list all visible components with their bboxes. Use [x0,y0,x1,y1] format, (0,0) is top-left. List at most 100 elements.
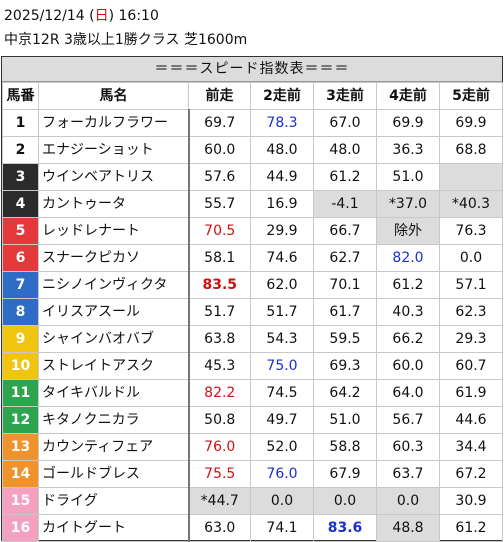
speed-value: 57.6 [188,163,251,191]
speed-value: 69.3 [313,352,377,380]
horse-number: 13 [2,433,39,461]
table-row: 9 シャインバオバブ 63.8 54.3 59.5 66.2 29.3 [2,325,503,353]
speed-value: 67.2 [439,460,503,488]
col-4-races-ago: 4走前 [376,82,440,110]
table-row: 1 フォーカルフラワー 69.7 78.3 67.0 69.9 69.9 [2,109,503,137]
table-row: 5 レッドレナート 70.5 29.9 66.7 除外 76.3 [2,217,503,245]
table-row: 4 カントゥータ 55.7 16.9 -4.1 *37.0 *40.3 [2,190,503,218]
horse-name: イリスアスール [38,298,190,326]
header-row: 馬番 馬名 前走 2走前 3走前 4走前 5走前 [2,82,503,110]
horse-number: 6 [2,244,39,272]
horse-name: フォーカルフラワー [38,109,190,137]
speed-value: 0.0 [376,487,440,515]
speed-value: 51.7 [250,298,314,326]
speed-value: 30.9 [439,487,503,515]
speed-value: 44.6 [439,406,503,434]
table-row: 14 ゴールドブレス 75.5 76.0 67.9 63.7 67.2 [2,460,503,488]
horse-number: 11 [2,379,39,407]
speed-value: 34.4 [439,433,503,461]
speed-value: *37.0 [376,190,440,218]
horse-name: シャインバオバブ [38,325,190,353]
speed-value: 58.1 [188,244,251,272]
table-row: 10 ストレイトアスク 45.3 75.0 69.3 60.0 60.7 [2,352,503,380]
speed-value: 76.0 [188,433,251,461]
speed-value: 63.0 [188,514,251,542]
speed-value: 40.3 [376,298,440,326]
col-2-races-ago: 2走前 [250,82,314,110]
speed-value: 76.0 [250,460,314,488]
speed-value: *40.3 [439,190,503,218]
horse-name: カウンティフェア [38,433,190,461]
horse-number: 7 [2,271,39,299]
horse-name: タイキバルドル [38,379,190,407]
horse-name: キタノクニカラ [38,406,190,434]
speed-value: 59.5 [313,325,377,353]
table-row: 15 ドライグ *44.7 0.0 0.0 0.0 30.9 [2,487,503,515]
speed-value: 61.2 [439,514,503,542]
speed-value: 56.7 [376,406,440,434]
speed-value: 64.0 [376,379,440,407]
horse-number: 2 [2,136,39,164]
speed-value: 69.7 [188,109,251,137]
weekday: 日 [94,8,109,24]
speed-value: 51.0 [313,406,377,434]
speed-value: 83.5 [188,271,251,299]
speed-table: 馬番 馬名 前走 2走前 3走前 4走前 5走前 1 フォーカルフラワー 69.… [2,82,503,542]
horse-name: カントゥータ [38,190,190,218]
speed-value: 74.6 [250,244,314,272]
table-row: 2 エナジーショット 60.0 48.0 48.0 36.3 68.8 [2,136,503,164]
speed-value: 51.0 [376,163,440,191]
speed-value: 60.3 [376,433,440,461]
speed-value: 82.0 [376,244,440,272]
speed-value: 48.0 [313,136,377,164]
horse-number: 16 [2,514,39,542]
speed-value: 45.3 [188,352,251,380]
speed-value: 61.7 [313,298,377,326]
horse-number: 8 [2,298,39,326]
speed-value: 63.8 [188,325,251,353]
horse-number: 15 [2,487,39,515]
speed-value: 0.0 [313,487,377,515]
horse-name: エナジーショット [38,136,190,164]
col-horse-name: 馬名 [38,82,189,110]
speed-value: 0.0 [439,244,503,272]
speed-value: 0.0 [250,487,314,515]
race-header: 2025/12/14 (日) 16:10 中京12R 3歳以上1勝クラス 芝16… [0,0,504,56]
speed-value: 82.2 [188,379,251,407]
speed-value: 60.0 [376,352,440,380]
speed-value: 74.1 [250,514,314,542]
table-banner: ＝＝＝スピード指数表＝＝＝ [2,57,502,82]
speed-value: 61.2 [313,163,377,191]
date-time: 2025/12/14 (日) 16:10 [4,6,159,26]
table-row: 8 イリスアスール 51.7 51.7 61.7 40.3 62.3 [2,298,503,326]
race-info: 中京12R 3歳以上1勝クラス 芝1600m [4,32,248,48]
speed-value: 62.7 [313,244,377,272]
speed-value: 60.7 [439,352,503,380]
speed-value: 76.3 [439,217,503,245]
speed-value: 70.1 [313,271,377,299]
speed-value: 83.6 [313,514,377,542]
horse-name: ゴールドブレス [38,460,190,488]
horse-name: ストレイトアスク [38,352,190,380]
table-row: 7 ニシノインヴィクタ 83.5 62.0 70.1 61.2 57.1 [2,271,503,299]
horse-name: スナークピカソ [38,244,190,272]
speed-value: 51.7 [188,298,251,326]
table-row: 13 カウンティフェア 76.0 52.0 58.8 60.3 34.4 [2,433,503,461]
speed-value: 61.9 [439,379,503,407]
speed-value: 44.9 [250,163,314,191]
table-row: 11 タイキバルドル 82.2 74.5 64.2 64.0 61.9 [2,379,503,407]
speed-value: 78.3 [250,109,314,137]
speed-value: 58.8 [313,433,377,461]
speed-value: 69.9 [376,109,440,137]
col-3-races-ago: 3走前 [313,82,377,110]
speed-value: 52.0 [250,433,314,461]
speed-value: 68.8 [439,136,503,164]
horse-name: ドライグ [38,487,190,515]
table-row: 16 カイトグート 63.0 74.1 83.6 48.8 61.2 [2,514,503,542]
horse-name: ニシノインヴィクタ [38,271,190,299]
speed-value [439,163,503,191]
speed-value: 16.9 [250,190,314,218]
table-row: 3 ウインベアトリス 57.6 44.9 61.2 51.0 [2,163,503,191]
horse-number: 3 [2,163,39,191]
speed-value: 29.3 [439,325,503,353]
